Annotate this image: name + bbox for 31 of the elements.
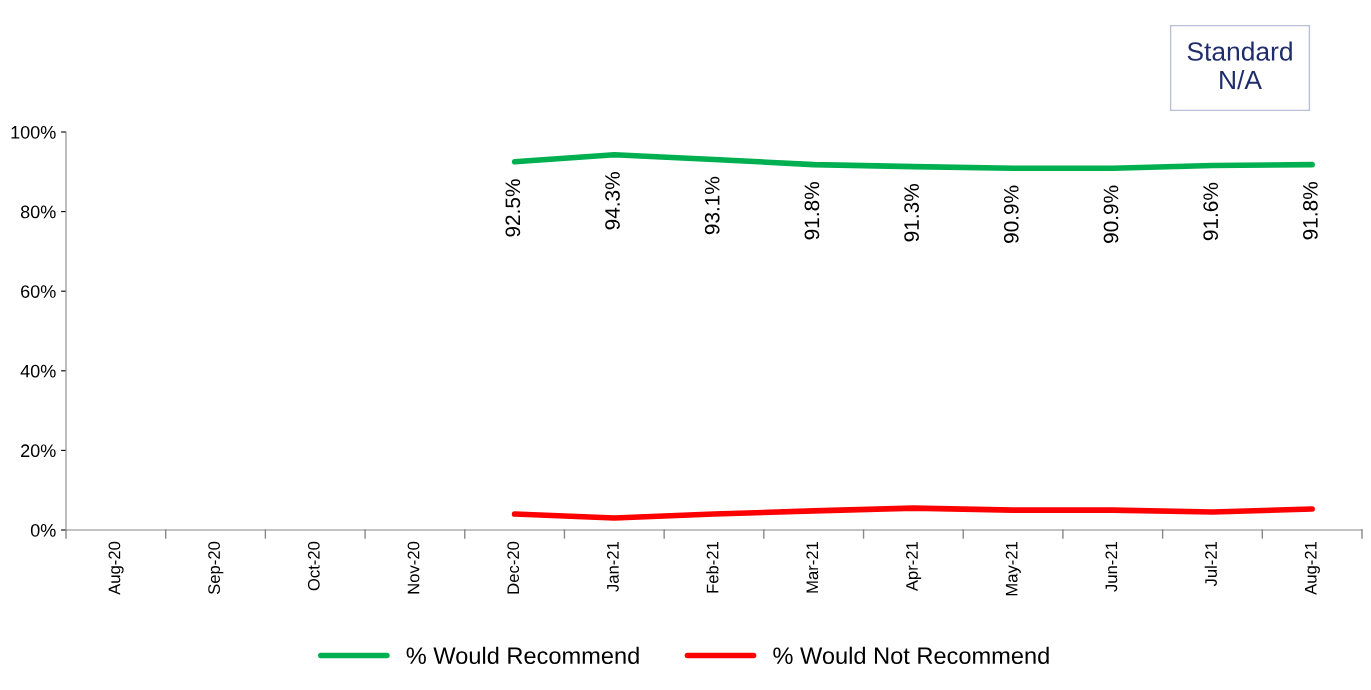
data-label: 91.8%	[1302, 182, 1318, 240]
x-tick-label: Aug-21	[1304, 541, 1320, 595]
y-tick-label: 60%	[21, 285, 56, 298]
y-tick-label: 0%	[30, 523, 56, 537]
y-tick-label: 40%	[20, 364, 56, 378]
x-tick-label: Mar-21	[806, 541, 819, 593]
text: Standard N/A	[1187, 41, 1292, 90]
data-label: 90.9%	[1003, 185, 1019, 243]
x-tick-label: Oct-20	[307, 541, 320, 591]
data-label: 91.3%	[904, 184, 919, 242]
data-label: 91.6%	[1203, 182, 1219, 241]
y-tick-label: 20%	[21, 444, 56, 458]
data-label: 91.8%	[804, 182, 820, 240]
x-tick-label: Apr-21	[906, 541, 922, 592]
x-tick-label: Aug-20	[108, 541, 124, 595]
data-label: 92.5%	[505, 179, 521, 237]
x-tick-label: Dec-20	[507, 541, 520, 594]
x-tick-label: May-21	[1005, 541, 1021, 596]
data-label: 90.9%	[1103, 185, 1119, 243]
x-tick-label: Jul-21	[1204, 541, 1217, 587]
data-label: 94.3%	[605, 172, 620, 230]
y-tick-label: 80%	[20, 205, 56, 219]
x-tick-label: Jan-21	[606, 541, 619, 592]
legend-label: % Would Recommend	[406, 646, 639, 665]
y-tick-label: 100%	[11, 125, 56, 139]
x-tick-label: Jun-21	[1105, 541, 1118, 592]
x-tick-label: Sep-20	[208, 541, 224, 595]
legend-label: % Would Not Recommend	[773, 646, 1049, 665]
x-tick-label: Nov-20	[407, 541, 420, 594]
x-tick-label: Feb-21	[706, 541, 719, 593]
data-label: 93.1%	[704, 176, 720, 235]
